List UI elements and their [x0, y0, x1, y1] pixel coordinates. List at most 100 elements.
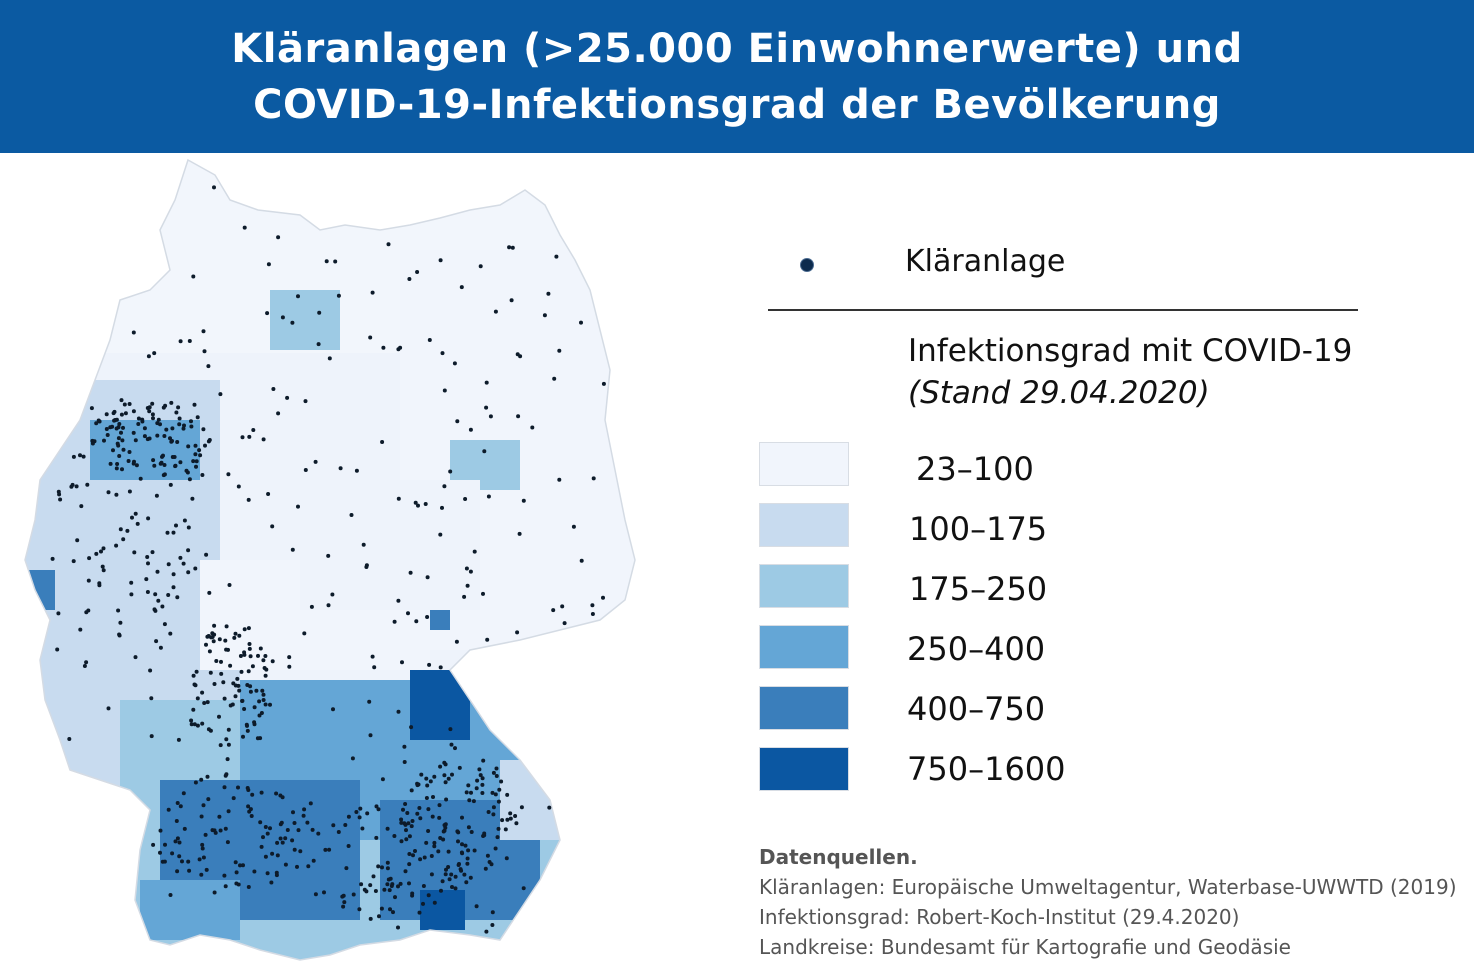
kläranlage-dot — [224, 772, 229, 777]
kläranlage-dot — [245, 728, 250, 733]
kläranlage-dot — [449, 742, 454, 747]
kläranlage-dot — [180, 859, 184, 864]
kläranlage-dot — [219, 659, 223, 664]
kläranlage-dot — [478, 773, 483, 778]
kläranlage-dot — [104, 412, 109, 417]
kläranlage-dot — [516, 414, 521, 419]
kläranlage-dot — [270, 524, 275, 529]
kläranlage-dot — [181, 426, 186, 431]
kläranlage-dot — [469, 790, 473, 795]
kläranlage-dot — [96, 418, 101, 423]
kläranlage-dot — [402, 821, 407, 826]
kläranlage-dot — [474, 786, 479, 791]
kläranlage-dot — [354, 468, 359, 473]
kläranlage-dot — [190, 496, 195, 501]
title-line-2: COVID-19-Infektionsgrad der Bevölkerung — [253, 81, 1221, 128]
kläranlage-dot — [173, 463, 178, 468]
kläranlage-dot — [246, 885, 251, 889]
kläranlage-dot — [127, 450, 132, 454]
kläranlage-dot — [302, 807, 307, 812]
kläranlage-dot — [201, 803, 206, 808]
kläranlage-dot — [490, 790, 495, 795]
map-title: Kläranlagen (>25.000 Einwohnerwerte) und… — [0, 0, 1474, 153]
kläranlage-dot — [327, 356, 332, 361]
kläranlage-dot — [342, 900, 347, 905]
kläranlage-dot — [217, 814, 222, 819]
kläranlage-dot — [58, 497, 63, 502]
kläranlage-dot — [261, 692, 266, 697]
kläranlage-dot — [182, 826, 187, 831]
kläranlage-dot — [326, 603, 331, 608]
kläranlage-dot — [67, 737, 72, 741]
kläranlage-dot — [247, 642, 252, 646]
kläranlage-dot — [166, 807, 171, 812]
kläranlage-dot — [197, 448, 202, 453]
kläranlage-dot — [499, 779, 504, 784]
kläranlage-dot — [181, 791, 186, 796]
kläranlage-dot — [237, 633, 242, 638]
kläranlage-dot — [590, 603, 595, 608]
kläranlage-dot — [217, 714, 221, 719]
kläranlage-dot — [140, 419, 145, 424]
kläranlage-dot — [521, 886, 526, 891]
kläranlage-dot — [458, 867, 463, 872]
kläranlage-dot — [222, 785, 227, 790]
kläranlage-dot — [450, 885, 454, 889]
kläranlage-dot — [530, 425, 535, 430]
kläranlage-dot — [194, 464, 198, 469]
kläranlage-dot — [391, 910, 395, 915]
kläranlage-dot — [155, 569, 160, 574]
kläranlage-dot — [170, 439, 174, 443]
kläranlage-dot — [193, 566, 198, 571]
kläranlage-dot — [150, 412, 155, 417]
kläranlage-dot — [211, 639, 216, 644]
kläranlage-dot — [150, 401, 155, 406]
kläranlage-dot — [154, 493, 159, 498]
kläranlage-dot — [407, 862, 412, 867]
kläranlage-dot — [224, 737, 229, 742]
kläranlage-dot — [429, 872, 434, 877]
kläranlage-dot — [218, 743, 223, 748]
kläranlage-dot — [70, 482, 75, 487]
kläranlage-dot — [156, 598, 161, 603]
kläranlage-dot — [424, 776, 429, 781]
kläranlage-dot — [591, 476, 596, 481]
kläranlage-dot — [207, 590, 212, 595]
kläranlage-dot — [438, 532, 443, 537]
kläranlage-dot — [368, 335, 373, 340]
kläranlage-dot — [74, 484, 79, 489]
kläranlage-dot — [145, 590, 150, 594]
kläranlage-dot — [313, 892, 318, 897]
kläranlage-dot — [261, 835, 265, 840]
kläranlage-dot — [207, 649, 212, 654]
kläranlage-dot — [454, 639, 459, 644]
kläranlage-dot — [308, 801, 313, 806]
kläranlage-dot — [250, 792, 255, 797]
kläranlage-dot — [280, 315, 285, 320]
kläranlage-dot — [156, 417, 161, 422]
kläranlage-dot — [142, 426, 147, 431]
kläranlage-dot — [158, 850, 162, 855]
kläranlage-dot — [376, 807, 381, 812]
kläranlage-dot — [398, 881, 403, 886]
kläranlage-dot — [252, 705, 257, 710]
kläranlage-dot — [407, 881, 411, 886]
kläranlage-dot — [400, 660, 404, 665]
kläranlage-dot — [192, 722, 197, 727]
kläranlage-dot — [317, 310, 322, 315]
kläranlage-dot — [114, 492, 119, 497]
kläranlage-dot — [126, 459, 131, 463]
kläranlage-dot — [466, 783, 471, 788]
kläranlage-dot — [219, 671, 224, 676]
kläranlage-dot — [364, 889, 369, 894]
region-bavaria-east-light — [500, 760, 580, 840]
kläranlage-dot — [212, 185, 216, 190]
kläranlage-dot — [226, 472, 231, 477]
kläranlage-dot — [81, 454, 86, 459]
kläranlage-dot — [132, 550, 137, 555]
kläranlage-dot — [392, 619, 397, 624]
kläranlage-dot — [513, 814, 518, 818]
kläranlage-dot — [268, 702, 272, 707]
kläranlage-dot — [84, 610, 89, 615]
kläranlage-dot — [418, 816, 423, 821]
